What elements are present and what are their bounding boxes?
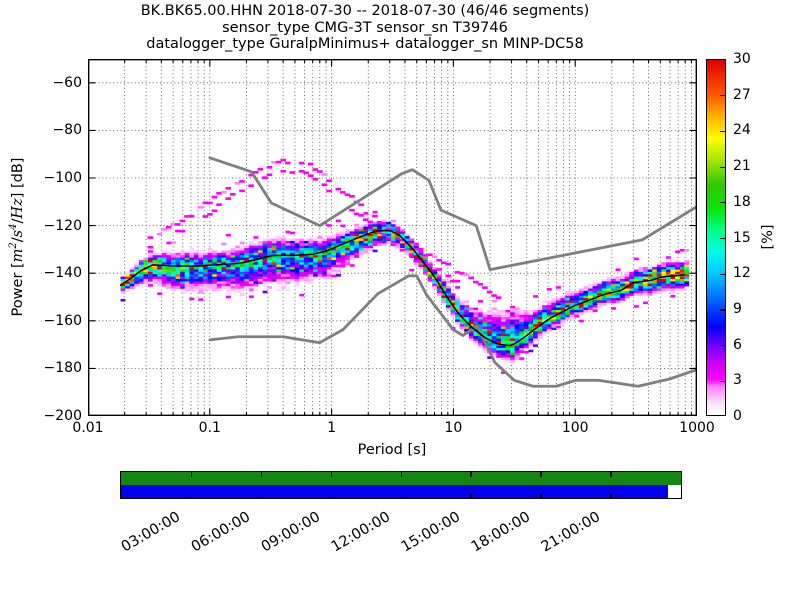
time-axis-label: 18:00:00 xyxy=(468,509,533,556)
colorbar-label: [%] xyxy=(760,224,776,250)
colorbar-tick-mark xyxy=(720,309,725,311)
colorbar-tick-label: 18 xyxy=(733,193,751,210)
coverage-gap xyxy=(668,485,681,498)
colorbar-tick-mark xyxy=(720,237,725,240)
x-tick-label: 0.1 xyxy=(198,420,221,436)
y-tick-label: −200 xyxy=(43,408,82,424)
colorbar-tick-mark xyxy=(720,345,725,347)
y-tick-label: −140 xyxy=(43,265,82,282)
coverage-tick-mark xyxy=(400,472,402,477)
colorbar-tick-mark xyxy=(720,95,725,97)
colorbar-tick-mark xyxy=(720,273,725,275)
time-axis-label: 15:00:00 xyxy=(398,509,463,556)
x-tick-label: 10 xyxy=(444,420,463,436)
y-tick-label: −100 xyxy=(43,170,82,186)
time-axis-label: 03:00:00 xyxy=(118,509,184,556)
coverage-tick-mark xyxy=(330,472,333,477)
title-line-3: datalogger_type GuralpMinimus+ datalogge… xyxy=(146,36,584,52)
time-axis-label: 06:00:00 xyxy=(188,509,254,556)
ppsd-plot-canvas xyxy=(88,59,697,416)
y-tick-label: −160 xyxy=(43,312,82,329)
colorbar-gradient xyxy=(707,60,725,415)
figure-title: BK.BK65.00.HHN 2018-07-30 -- 2018-07-30 … xyxy=(141,3,590,53)
y-tick-label: −60 xyxy=(52,74,82,91)
colorbar xyxy=(706,59,726,416)
colorbar-tick-label: 12 xyxy=(733,265,751,282)
coverage-tick-mark xyxy=(330,493,333,498)
colorbar-tick-label: 15 xyxy=(733,229,751,246)
colorbar-tick-label: 6 xyxy=(733,336,742,353)
x-tick-label: 0.01 xyxy=(72,420,104,436)
coverage-tick-mark xyxy=(470,493,472,498)
y-tick-label: −80 xyxy=(52,122,82,139)
coverage-tick-mark xyxy=(470,472,472,477)
y-axis-label-sup-4: 4 xyxy=(8,223,19,230)
colorbar-tick-mark xyxy=(720,380,725,382)
colorbar-tick-label: 21 xyxy=(733,158,751,175)
colorbar-tick-label: 3 xyxy=(733,372,742,389)
colorbar-tick-mark xyxy=(720,130,725,133)
title-line-1: BK.BK65.00.HHN 2018-07-30 -- 2018-07-30 … xyxy=(140,3,590,19)
coverage-bar xyxy=(120,471,682,499)
coverage-tick-mark xyxy=(540,493,542,498)
time-axis-label: 12:00:00 xyxy=(328,509,393,556)
coverage-tick-mark xyxy=(610,493,612,498)
colorbar-tick-label: 30 xyxy=(733,51,751,67)
y-axis-label-slash: / xyxy=(10,237,26,243)
time-axis-label: 09:00:00 xyxy=(258,509,324,556)
y-axis-label-text: Power [ xyxy=(10,262,26,317)
y-axis-label-slash2: / xyxy=(10,218,26,224)
title-line-2: sensor_type CMG-3T sensor_sn T39746 xyxy=(222,19,508,36)
time-axis-label: 21:00:00 xyxy=(538,509,603,556)
colorbar-tick-label: 0 xyxy=(733,408,742,424)
y-axis-label: Power [m2/s4/Hz] [dB] xyxy=(8,158,26,317)
colorbar-tick-label: 24 xyxy=(733,122,751,139)
y-axis-label-math-hz: Hz xyxy=(10,198,26,219)
y-axis-label-sup-2: 2 xyxy=(8,242,19,249)
x-tick-label: 1000 xyxy=(679,420,715,436)
y-axis-label-math-s: s xyxy=(10,229,26,238)
coverage-tick-mark xyxy=(400,493,402,498)
x-tick-label: 1 xyxy=(327,420,337,436)
y-axis-label-math-m: m xyxy=(10,248,26,263)
colorbar-tick-label: 27 xyxy=(733,86,751,103)
colorbar-tick-mark xyxy=(720,166,725,168)
colorbar-tick-mark xyxy=(720,202,725,204)
coverage-tick-mark xyxy=(190,493,193,498)
coverage-tick-mark xyxy=(260,493,263,498)
coverage-blue-row xyxy=(121,485,669,498)
colorbar-tick-label: 9 xyxy=(733,300,742,317)
coverage-tick-mark xyxy=(190,472,193,477)
x-axis-label: Period [s] xyxy=(357,442,427,458)
y-axis-label-units: ] [dB] xyxy=(10,157,26,199)
coverage-tick-mark xyxy=(610,472,612,477)
y-tick-label: −180 xyxy=(43,360,82,377)
coverage-tick-mark xyxy=(260,472,263,477)
x-tick-label: 100 xyxy=(561,420,589,436)
y-tick-label: −120 xyxy=(43,217,82,234)
coverage-tick-mark xyxy=(540,472,542,477)
